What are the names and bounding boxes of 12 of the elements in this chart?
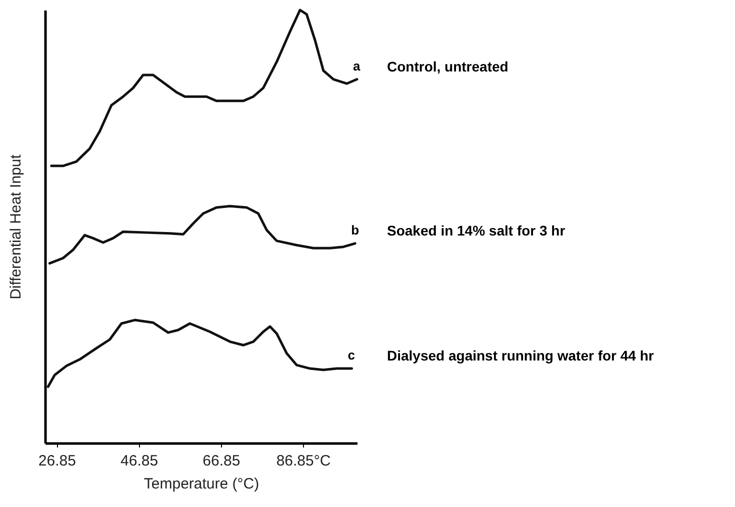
x-tick-label: 66.85 <box>202 452 240 470</box>
x-tick-label: 46.85 <box>120 452 158 470</box>
text: Control, untreated <box>387 58 508 74</box>
x-axis-title: Temperature (°C) <box>144 476 260 492</box>
y-axis-title: Differential Heat Input <box>8 154 24 300</box>
x-tick-label: 26.85 <box>38 452 76 470</box>
x-tick-label: 86.85°C <box>276 452 331 470</box>
annotation: c <box>348 348 355 363</box>
text: Soaked in 14% salt for 3 hr <box>387 222 566 238</box>
text: Dialysed against running water for 44 hr <box>387 348 654 364</box>
annotation: b <box>351 222 360 238</box>
annotation: a <box>353 58 361 74</box>
